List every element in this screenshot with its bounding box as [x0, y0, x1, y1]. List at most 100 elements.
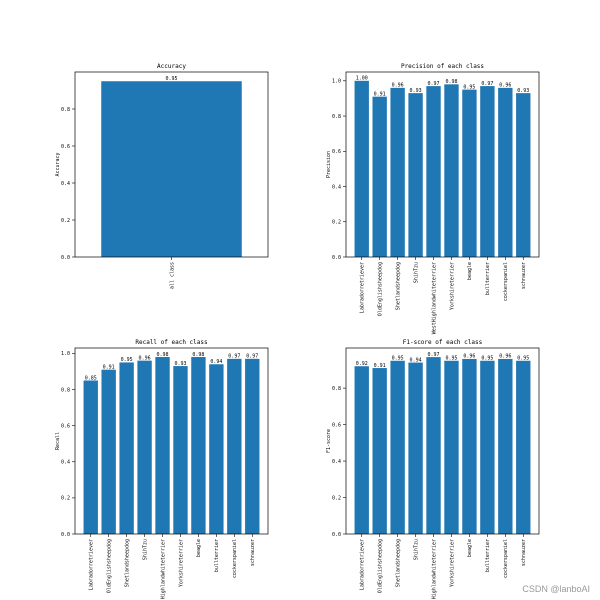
value-label: 0.91 — [374, 91, 386, 97]
bar-3 — [390, 87, 405, 257]
y-tick-label: 0.4 — [332, 184, 341, 190]
x-tick-label: Yorkshireterrier — [449, 262, 455, 310]
x-tick-label: Labradorretriever — [89, 539, 95, 590]
bar-9 — [227, 358, 242, 534]
value-label: 0.96 — [139, 355, 151, 361]
x-tick-label: Highlandwhiteterrier — [160, 539, 166, 599]
chart-title: Accuracy — [157, 63, 186, 70]
y-tick-label: 0.2 — [332, 220, 341, 226]
value-label: 0.85 — [85, 375, 97, 381]
y-tick-label: 0.4 — [61, 181, 70, 187]
bar-1 — [101, 81, 242, 257]
x-tick-label: Highlandwhiteterrier — [431, 539, 437, 599]
x-tick-label: OldEnglishsheepdog — [377, 262, 383, 316]
x-tick-label: Labradorretriever — [360, 539, 366, 590]
bar-4 — [408, 93, 423, 258]
x-tick-label: cockerspaniel — [503, 262, 509, 301]
value-label: 0.91 — [103, 364, 115, 370]
x-tick-label: Shetlandsheepdog — [395, 539, 401, 587]
y-tick-label: 0.6 — [61, 144, 70, 150]
x-tick-label: schnauzer — [250, 539, 256, 566]
watermark: CSDN @lanboAI — [522, 584, 590, 594]
value-label: 0.97 — [481, 81, 493, 87]
bar-9 — [498, 87, 513, 257]
x-tick-label: schnauzer — [521, 539, 527, 566]
value-label: 0.96 — [499, 354, 511, 360]
chart-title: F1-score of each class — [403, 339, 483, 346]
x-tick-label: Yorkshireterrier — [449, 539, 455, 587]
value-label: 0.95 — [463, 84, 475, 90]
bar-6 — [173, 366, 188, 534]
value-label: 0.95 — [517, 356, 529, 362]
bar-5 — [155, 357, 170, 534]
y-axis-label: F1-score — [326, 429, 332, 453]
x-tick-label: bullterrier — [485, 539, 491, 572]
value-label: 0.97 — [428, 81, 440, 87]
y-tick-label: 0.8 — [61, 387, 70, 393]
x-tick-label: cockerspaniel — [503, 539, 509, 578]
y-tick-label: 0.2 — [61, 496, 70, 502]
y-tick-label: 0.6 — [332, 422, 341, 428]
value-label: 0.95 — [392, 356, 404, 362]
x-tick-label: Yorkshireterrier — [178, 539, 184, 587]
value-label: 0.92 — [356, 361, 368, 367]
bar-1 — [83, 380, 98, 534]
chart-title: Precision of each class — [401, 63, 484, 70]
y-tick-label: 0.6 — [61, 423, 70, 429]
value-label: 0.97 — [428, 352, 440, 358]
bar-5 — [426, 86, 441, 257]
chart-title: Recall of each class — [135, 339, 208, 346]
y-tick-label: 0.0 — [332, 255, 341, 261]
bar-10 — [516, 93, 531, 258]
chart-panel-3: 0.85 Labradorretriever 0.91 OldEnglishsheep… — [55, 339, 269, 599]
axes-frame — [74, 71, 269, 258]
value-label: 0.94 — [210, 359, 222, 365]
chart-panel-4: 0.92 Labradorretriever 0.91 OldEnglishsheep… — [326, 339, 540, 599]
bar-8 — [209, 364, 224, 534]
value-label: 0.95 — [481, 356, 493, 362]
y-tick-label: 0.0 — [332, 532, 341, 538]
x-tick-label: ShihTzu — [142, 539, 148, 560]
x-tick-label: ShihTzu — [413, 539, 419, 560]
axes-frame — [74, 347, 269, 535]
value-label: 0.98 — [157, 352, 169, 358]
x-tick-label: OldEnglishsheepdog — [106, 539, 112, 593]
y-tick-label: 0.8 — [332, 386, 341, 392]
value-label: 0.93 — [517, 88, 529, 94]
bar-6 — [444, 360, 459, 534]
x-tick-label: Shetlandsheepdog — [395, 262, 401, 310]
bar-7 — [462, 358, 477, 534]
bar-2 — [372, 96, 387, 258]
y-tick-label: 0.2 — [61, 218, 70, 224]
bar-1 — [354, 366, 369, 534]
x-tick-label: WestHighlandwhiteterrier — [431, 262, 437, 334]
x-tick-label: beagle — [467, 262, 473, 280]
y-axis-label: Accuracy — [55, 152, 61, 176]
y-axis-label: Recall — [55, 432, 61, 450]
bar-5 — [426, 357, 441, 534]
y-axis-label: Precision — [326, 151, 332, 178]
axes-frame — [345, 71, 540, 258]
bar-8 — [480, 360, 495, 534]
bar-2 — [372, 368, 387, 534]
bar-3 — [119, 362, 134, 534]
bar-6 — [444, 84, 459, 257]
bar-10 — [245, 358, 260, 534]
value-label: 0.95 — [445, 356, 457, 362]
x-tick-label: beagle — [467, 539, 473, 557]
bar-3 — [390, 360, 405, 534]
bar-4 — [137, 360, 152, 534]
bar-9 — [498, 358, 513, 534]
value-label: 0.91 — [374, 363, 386, 369]
bar-1 — [354, 80, 369, 257]
y-tick-label: 0.4 — [332, 459, 341, 465]
value-label: 0.97 — [246, 354, 258, 360]
bar-8 — [480, 86, 495, 257]
bar-2 — [101, 369, 116, 534]
value-label: 0.95 — [165, 76, 177, 82]
x-tick-label: bullterrier — [214, 539, 220, 572]
x-tick-label: beagle — [196, 539, 202, 557]
value-label: 0.97 — [228, 354, 240, 360]
y-tick-label: 0.4 — [61, 460, 70, 466]
